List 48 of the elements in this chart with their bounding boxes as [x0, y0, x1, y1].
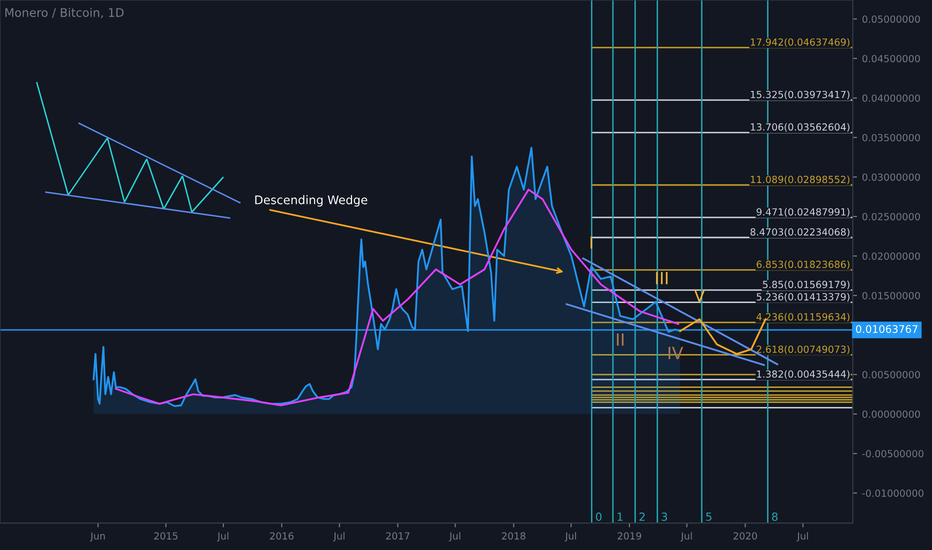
- ref-line-label: 13.706(0.03562604): [750, 123, 850, 132]
- ref-line-label: 5.236(0.01413379): [756, 292, 850, 302]
- ref-line-label: 15.325(0.03973417): [750, 90, 850, 100]
- x-tick-label: 2020: [734, 532, 757, 540]
- x-tick-label: 2015: [154, 532, 178, 540]
- ref-line-label: 3: [662, 512, 668, 521]
- annotation: I: [590, 236, 592, 249]
- x-tick-label: Jul: [680, 532, 692, 542]
- y-tick-label: 0.03000000: [862, 173, 920, 181]
- ref-line-label: 1: [618, 512, 623, 521]
- y-tick-label: 0.01500000: [862, 292, 920, 300]
- x-tick-label: Jul: [448, 532, 460, 542]
- y-tick-label: 0.03500000: [862, 134, 920, 142]
- y-tick-label: 0.00000000: [862, 410, 920, 418]
- x-tick-label: Jul: [564, 532, 576, 542]
- x-tick-label: Jul: [216, 532, 228, 542]
- y-tick-label: -0.00500000: [862, 450, 924, 458]
- ref-line-label: 0: [596, 512, 602, 521]
- y-tick-label: 0.04000000: [862, 94, 920, 102]
- ref-line-label: 9.471(0.02487991): [756, 208, 850, 217]
- x-tick-label: Jul: [333, 532, 344, 542]
- ref-line-label: 6.853(0.01823686): [756, 260, 850, 270]
- y-tick-label: 0.02000000: [862, 252, 920, 260]
- annotation: Descending Wedge: [255, 195, 368, 207]
- y-tick-label: 0.02500000: [862, 212, 920, 220]
- ref-line-label: 8: [772, 512, 778, 521]
- y-tick-label: 0.05000000: [862, 15, 920, 23]
- x-tick-label: 2017: [386, 532, 410, 540]
- x-tick-label: 2018: [502, 532, 526, 540]
- x-tick-label: Jul: [796, 532, 808, 542]
- text: Monero / Bitcoin, 1D: [5, 8, 124, 18]
- x-tick-label: 2019: [618, 532, 642, 540]
- ref-line-label: 4.236(0.01159634): [756, 312, 850, 322]
- ref-line-label: 5: [706, 512, 712, 521]
- ref-line-label: 17.942(0.04637469): [750, 38, 850, 47]
- ref-line-label: 1.382(0.00435444): [757, 370, 850, 379]
- ref-line-label: 8.4703(0.02234068): [750, 228, 850, 237]
- ref-line-label: 5.85(0.01569179): [762, 280, 850, 290]
- x-tick-label: 2016: [270, 532, 294, 540]
- y-tick-label: 0.00500000: [862, 370, 920, 378]
- y-tick-label: 0.04500000: [862, 54, 920, 62]
- ref-line-label: 11.089(0.02898552): [750, 176, 850, 184]
- y-tick-label: -0.01000000: [862, 490, 924, 497]
- ref-line-label: 0.01063767: [856, 325, 918, 333]
- ref-line-label: 2.618(0.00749073): [756, 345, 850, 354]
- ref-line-label: 2: [639, 512, 645, 521]
- x-tick-label: Jun: [90, 532, 105, 542]
- annotation: II: [616, 333, 624, 346]
